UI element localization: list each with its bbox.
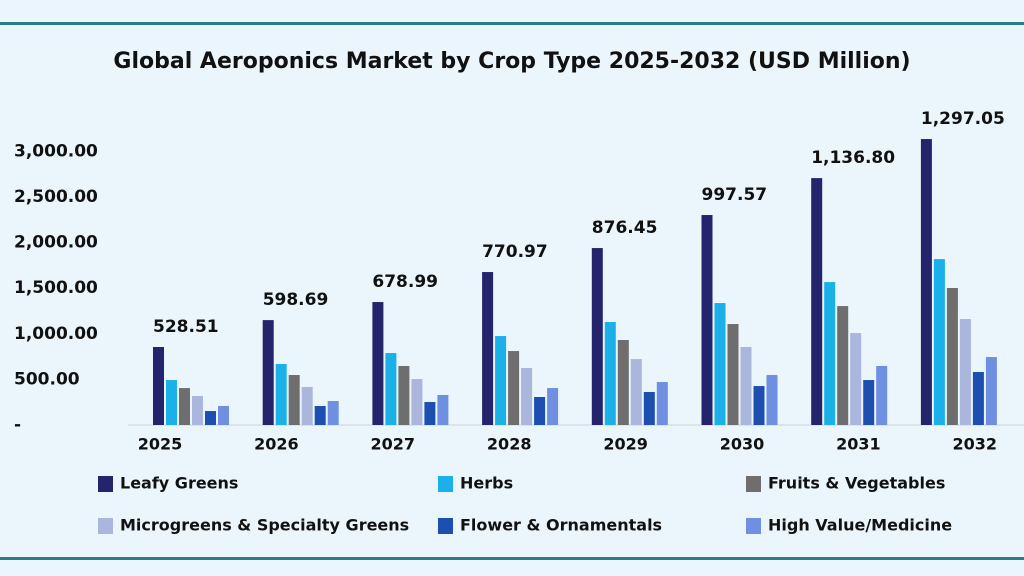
bar	[811, 178, 823, 425]
bar	[166, 380, 177, 425]
bar	[727, 324, 739, 425]
x-tick-label: 2031	[836, 435, 881, 454]
bar	[153, 347, 164, 425]
bar	[301, 386, 313, 425]
bar	[643, 391, 655, 425]
bar	[850, 333, 862, 425]
legend-label: Fruits & Vegetables	[768, 474, 945, 493]
x-tick-label: 2028	[487, 435, 532, 454]
x-tick-label: 2030	[720, 435, 765, 454]
y-tick-label: 2,000.00	[14, 233, 98, 253]
bar	[437, 394, 449, 425]
bar	[876, 365, 888, 425]
bar	[482, 272, 494, 425]
bar	[959, 319, 971, 425]
bar	[972, 372, 984, 425]
x-tick-label: 2027	[371, 435, 416, 454]
bar	[262, 320, 274, 425]
bar	[946, 287, 958, 425]
bar	[192, 395, 203, 425]
legend-label: Flower & Ornamentals	[460, 516, 662, 535]
annotation: 997.57	[702, 185, 768, 205]
annotation: 598.69	[263, 290, 329, 310]
y-tick-label: 2,500.00	[14, 187, 98, 207]
bar	[288, 375, 300, 425]
legend-swatch	[746, 476, 761, 492]
legend-swatch	[98, 518, 113, 534]
bar	[205, 411, 216, 425]
bar	[314, 406, 326, 425]
x-tick-label: 2026	[254, 435, 299, 454]
legend-label: Herbs	[460, 474, 513, 493]
bar	[411, 379, 423, 425]
bar	[547, 388, 559, 425]
bar	[630, 359, 642, 425]
bar	[372, 302, 384, 425]
bar	[591, 248, 603, 425]
top-border	[0, 22, 1024, 25]
y-tick-label: 3,000.00	[14, 141, 98, 161]
bar	[179, 388, 190, 425]
legend-label: High Value/Medicine	[768, 516, 952, 535]
bar	[740, 347, 752, 425]
bar	[495, 336, 507, 425]
bottom-border	[0, 557, 1024, 560]
bar	[933, 259, 945, 425]
bar	[753, 386, 765, 425]
legend-label: Microgreens & Specialty Greens	[120, 516, 409, 535]
bar	[327, 401, 339, 425]
bar	[766, 375, 778, 425]
y-tick-label: 1,500.00	[14, 278, 98, 298]
bar	[275, 363, 287, 425]
y-tick-label: 1,000.00	[14, 324, 98, 344]
y-tick-label: -	[14, 415, 21, 435]
x-tick-label: 2025	[138, 435, 183, 454]
annotation: 770.97	[482, 242, 548, 262]
x-tick-label: 2029	[603, 435, 648, 454]
bar	[534, 396, 546, 425]
x-tick-label: 2032	[953, 435, 998, 454]
bar	[617, 339, 629, 425]
bar	[521, 367, 533, 425]
chart-title: Global Aeroponics Market by Crop Type 20…	[113, 49, 910, 74]
bar	[701, 215, 713, 425]
annotation: 1,297.05	[921, 109, 1005, 129]
bar	[385, 353, 397, 425]
bar	[398, 365, 410, 425]
bar	[837, 306, 849, 425]
bar	[714, 303, 726, 425]
bar	[656, 382, 668, 425]
bar	[218, 406, 229, 425]
legend-swatch	[746, 518, 761, 534]
bar	[508, 351, 520, 425]
bar	[604, 322, 616, 425]
bar	[424, 402, 436, 425]
legend-swatch	[98, 476, 113, 492]
bar	[920, 139, 932, 426]
legend-swatch	[438, 476, 453, 492]
bar	[985, 357, 997, 425]
legend-label: Leafy Greens	[120, 474, 238, 493]
annotation: 678.99	[372, 272, 438, 292]
bar	[824, 282, 836, 425]
legend-swatch	[438, 518, 453, 534]
annotation: 1,136.80	[811, 148, 895, 168]
annotation: 528.51	[153, 317, 219, 337]
y-tick-label: 500.00	[14, 369, 80, 389]
bar	[863, 380, 875, 425]
annotation: 876.45	[592, 218, 658, 238]
